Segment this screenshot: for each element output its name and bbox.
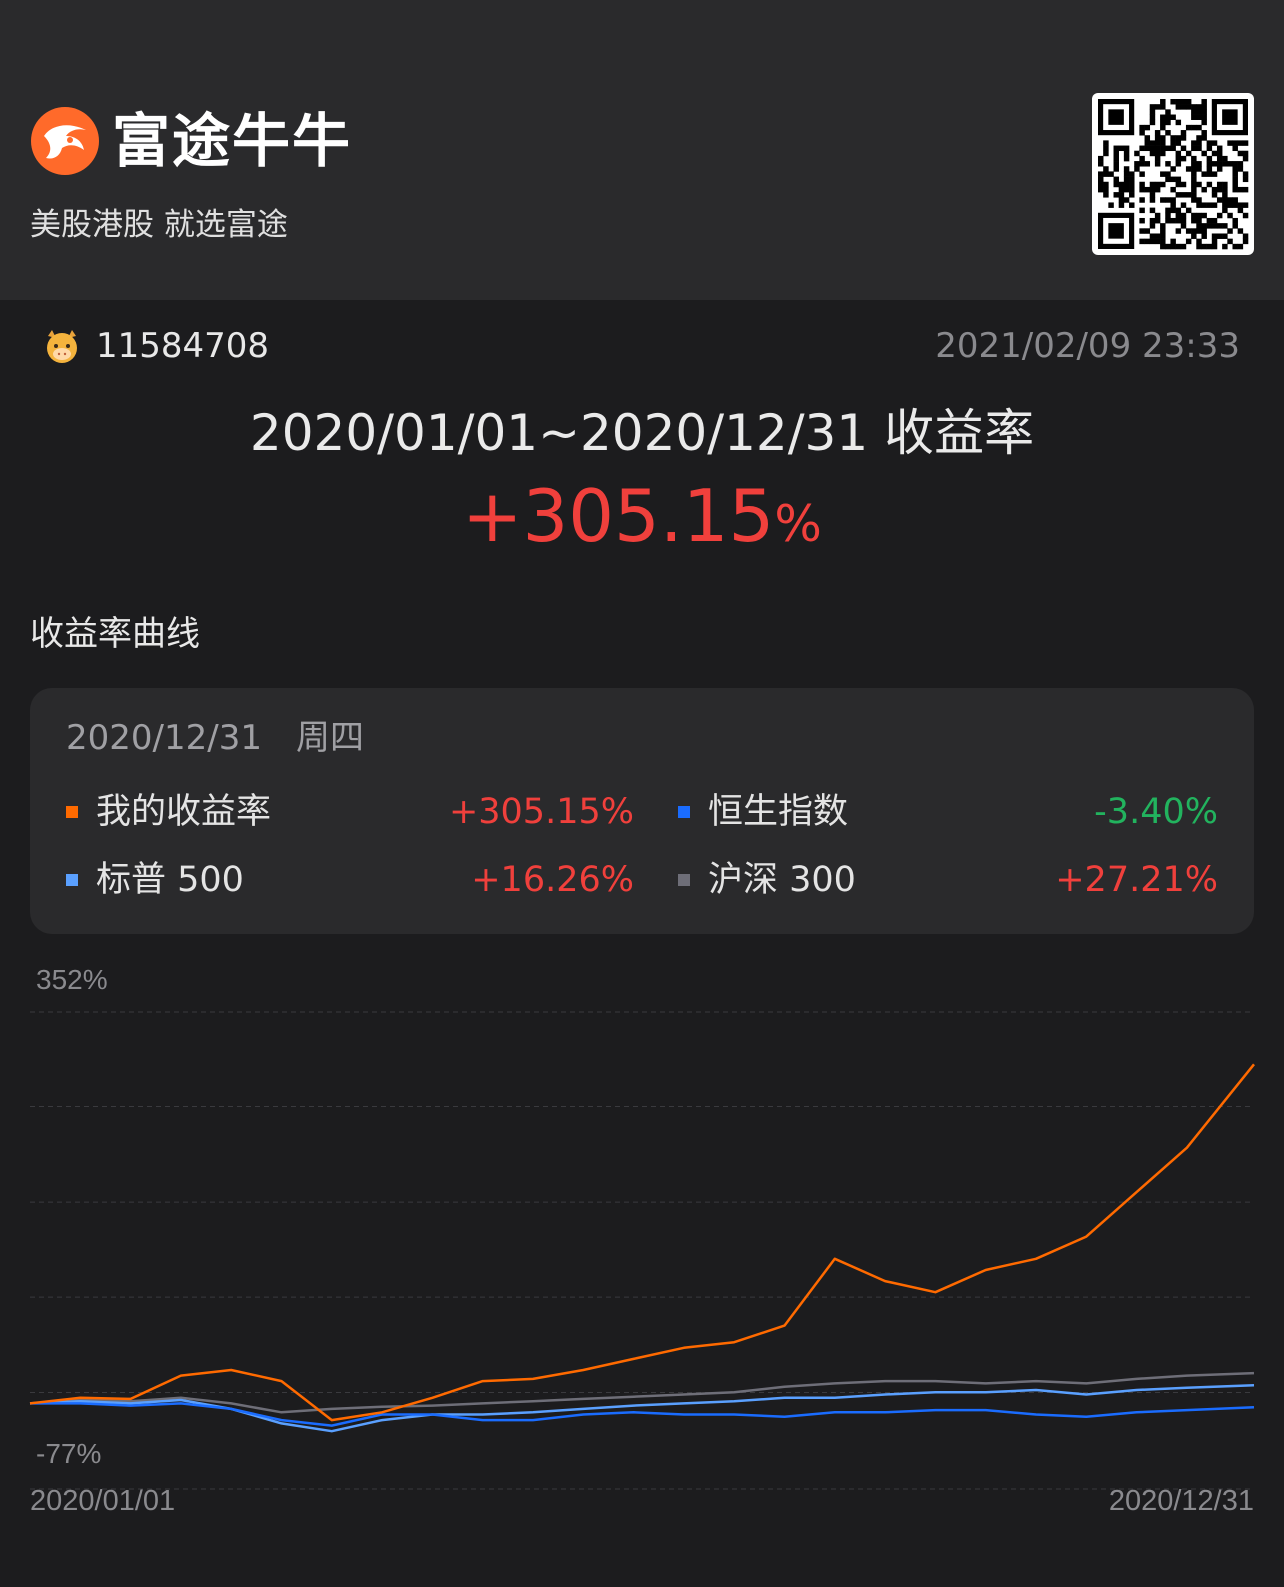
legend-name: 我的收益率 <box>96 792 272 832</box>
total-return-value: +305.15 <box>462 474 775 558</box>
x-end-label: 2020/12/31 <box>1109 1485 1254 1517</box>
legend-value: +16.26% <box>471 860 634 900</box>
series-line-0 <box>29 1063 1255 1422</box>
legend-marker <box>678 806 690 818</box>
legend-item-csi300: 沪深 300 +27.21% <box>678 858 1218 902</box>
y-bottom-label: -77% <box>36 1438 101 1469</box>
legend-name: 沪深 300 <box>708 860 856 900</box>
legend-item-my-return: 我的收益率 +305.15% <box>66 790 634 834</box>
legend-marker <box>66 874 78 886</box>
legend-name: 恒生指数 <box>708 792 849 832</box>
return-curve-chart: 352% -77% 2020/01/01 2020/12/31 <box>0 960 1284 1540</box>
total-return-unit: % <box>774 495 822 553</box>
legend-value: +27.21% <box>1055 860 1218 900</box>
x-start-label: 2020/01/01 <box>30 1485 175 1517</box>
total-return: +305.15% <box>0 476 1284 576</box>
share-timestamp: 2021/02/09 23:33 <box>935 326 1240 366</box>
brand-header: 富途牛牛 美股港股 就选富途 <box>0 0 1284 300</box>
legend-item-sp500: 标普 500 +16.26% <box>66 858 634 902</box>
period-label: 2020/01/01~2020/12/31 收益率 <box>249 404 1035 462</box>
legend-name: 标普 500 <box>96 860 244 900</box>
futu-bull-logo-icon <box>31 107 99 175</box>
legend-item-hang-seng: 恒生指数 -3.40% <box>678 790 1218 834</box>
brand-slogan: 美股港股 就选富途 <box>30 207 288 243</box>
legend-value: +305.15% <box>448 792 634 832</box>
section-title: 收益率曲线 <box>30 614 200 654</box>
legend-value: -3.40% <box>1094 792 1218 832</box>
user-id: 11584708 <box>96 326 270 366</box>
card-date: 2020/12/31 周四 <box>66 718 364 758</box>
series-line-1 <box>30 1402 1255 1427</box>
brand-name: 富途牛牛 <box>112 107 353 175</box>
legend-card: 2020/12/31 周四 我的收益率 +305.15% 恒生指数 -3.40%… <box>30 688 1254 934</box>
y-top-label: 352% <box>36 964 108 995</box>
legend-marker <box>66 806 78 818</box>
qr-code <box>1092 93 1254 255</box>
bull-avatar-icon <box>47 330 77 363</box>
legend-marker <box>678 874 690 886</box>
series-line-3 <box>29 1371 1255 1414</box>
